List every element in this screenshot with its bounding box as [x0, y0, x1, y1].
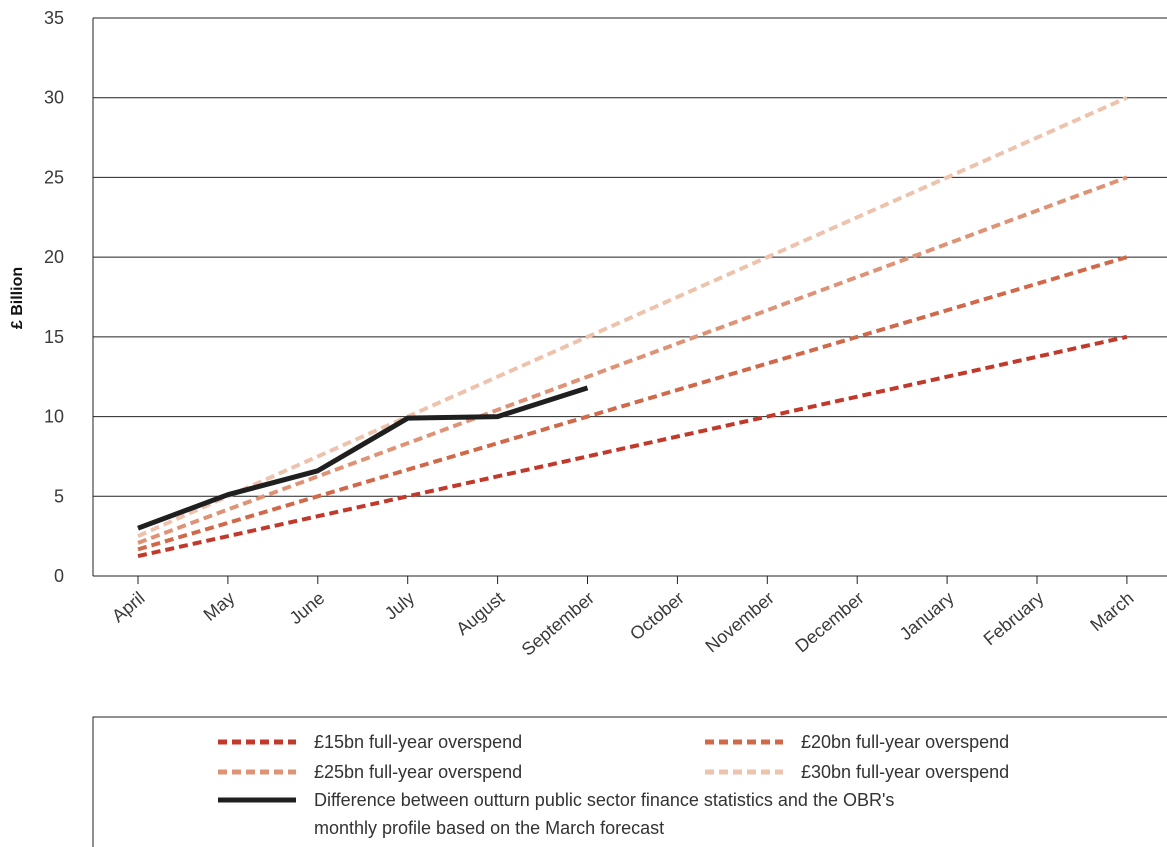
x-tick-label: April	[108, 588, 148, 626]
series-line-4	[137, 95, 1128, 538]
y-tick-label: 0	[54, 566, 64, 586]
series-line-3	[137, 175, 1128, 545]
y-axis-title: £ Billion	[9, 267, 26, 329]
legend-box	[92, 716, 1167, 847]
x-tick-label: July	[381, 588, 418, 624]
series-line-2	[137, 255, 1128, 552]
x-tick-label: May	[200, 588, 239, 625]
legend-label: £20bn full-year overspend	[801, 732, 1009, 752]
x-tick-label: February	[980, 588, 1048, 650]
y-tick-label: 5	[54, 486, 64, 506]
x-tick-label: October	[626, 588, 688, 644]
legend: £15bn full-year overspend £20bn full-year…	[92, 716, 1167, 847]
y-tick-label: 15	[44, 327, 64, 347]
gridlines	[93, 17, 1167, 497]
legend-label: £15bn full-year overspend	[314, 732, 522, 752]
legend-label: Difference between outturn public sector…	[314, 790, 894, 810]
x-tick-label: August	[452, 588, 508, 639]
y-tick-label: 35	[44, 8, 64, 28]
y-tick-label: 10	[44, 407, 64, 427]
x-tick-labels: April May June July August September October No…	[108, 588, 1137, 660]
x-tick-label: November	[701, 588, 777, 657]
x-tick-label: January	[896, 588, 958, 644]
series-line-1	[137, 334, 1128, 559]
series-line-5	[137, 385, 589, 531]
y-tick-label: 25	[44, 167, 64, 187]
x-tick-label: March	[1086, 588, 1137, 635]
series	[137, 95, 1128, 559]
x-tick-label: December	[791, 588, 867, 657]
x-tick-label: June	[286, 588, 329, 628]
legend-label: £25bn full-year overspend	[314, 762, 522, 782]
y-tick-label: 20	[44, 247, 64, 267]
y-tick-labels: 0 5 10 15 20 25 30 35	[44, 8, 64, 586]
y-tick-label: 30	[44, 88, 64, 108]
x-tick-label: September	[518, 588, 598, 660]
axes	[92, 18, 1167, 584]
legend-label: monthly profile based on the March forec…	[314, 818, 664, 838]
legend-label: £30bn full-year overspend	[801, 762, 1009, 782]
